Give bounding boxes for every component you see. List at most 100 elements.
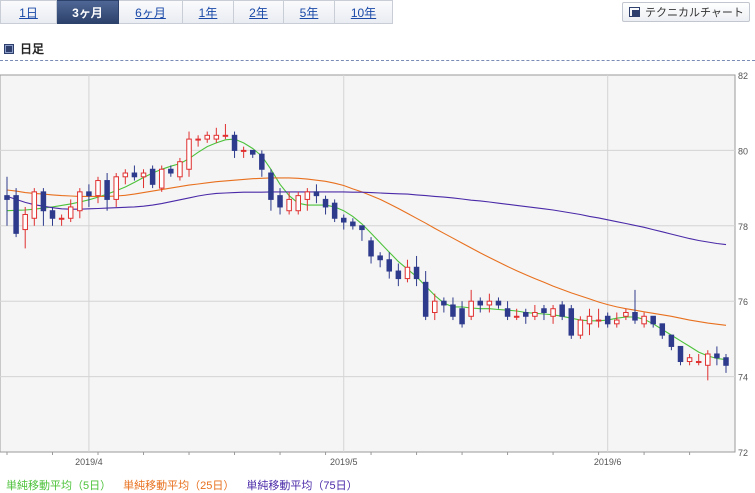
candle	[686, 353, 693, 366]
x-tick-label: 2019/6	[594, 457, 622, 467]
candle	[331, 199, 338, 223]
candle-body	[395, 270, 402, 280]
candle	[322, 195, 329, 215]
candle-body	[158, 168, 165, 189]
candle	[468, 289, 474, 321]
candle	[122, 169, 129, 185]
candle	[577, 316, 584, 339]
candle-body	[295, 195, 301, 212]
x-tick-label: 2019/5	[330, 457, 358, 467]
candle	[495, 297, 502, 309]
candle	[550, 304, 556, 324]
candle	[650, 315, 656, 328]
candle	[113, 173, 119, 207]
candle-body	[723, 357, 729, 366]
candle-body	[350, 221, 356, 227]
candle-body	[249, 149, 256, 155]
section-title: 日足	[20, 42, 45, 56]
tab-1d[interactable]: 1日	[0, 0, 57, 24]
candle	[450, 297, 456, 321]
candle	[140, 169, 147, 189]
candle	[695, 353, 702, 366]
candle	[131, 165, 138, 181]
candle	[177, 157, 183, 181]
candle-body	[641, 315, 647, 325]
candle	[58, 214, 65, 226]
candle-body	[31, 191, 38, 219]
candle-body	[259, 153, 265, 170]
candle	[204, 131, 210, 143]
candle-body	[559, 304, 565, 317]
candle	[95, 176, 101, 204]
candle-body	[22, 213, 28, 231]
candle	[31, 188, 38, 226]
ma-line-2	[6, 191, 727, 246]
candle-body	[286, 198, 292, 212]
candle-body	[486, 300, 493, 306]
candle	[586, 308, 593, 336]
y-tick-label: 80	[738, 146, 748, 156]
candle	[67, 199, 74, 223]
candle-body	[568, 308, 575, 336]
candle-body	[413, 266, 420, 280]
candle	[714, 346, 720, 366]
candle	[149, 165, 156, 189]
candle-body	[532, 312, 538, 317]
candle	[668, 334, 675, 351]
candle	[286, 191, 292, 215]
window-icon	[629, 7, 640, 17]
candle-body	[450, 304, 456, 317]
y-tick-label: 76	[738, 297, 748, 307]
candle-body	[304, 191, 311, 200]
candle	[486, 293, 493, 313]
candle	[705, 350, 711, 381]
candle-body	[477, 300, 484, 306]
candle-body	[213, 134, 220, 140]
candle-body	[668, 334, 675, 347]
candle-body	[113, 176, 119, 200]
tab-6m[interactable]: 6ヶ月	[119, 0, 183, 24]
candle	[541, 304, 547, 321]
candle-body	[4, 195, 10, 200]
candle	[459, 301, 465, 328]
candle-body	[131, 172, 138, 178]
y-tick-label: 72	[738, 448, 748, 458]
candle	[231, 131, 238, 158]
candle	[623, 308, 629, 321]
candle	[222, 124, 229, 140]
candle	[313, 184, 320, 204]
tab-5y[interactable]: 5年	[284, 0, 335, 24]
candle-body	[13, 195, 19, 234]
candle	[723, 353, 729, 373]
x-axis-ticks: 2019/4 2019/5 2019/6	[6, 452, 691, 467]
candle-body	[322, 198, 329, 208]
candle	[86, 184, 92, 207]
candle	[641, 312, 647, 328]
section-header: 日足	[4, 40, 44, 57]
candle-body	[95, 180, 101, 197]
tab-1y[interactable]: 1年	[183, 0, 234, 24]
candle-body	[122, 172, 129, 178]
candle	[523, 308, 529, 324]
tab-10y[interactable]: 10年	[335, 0, 393, 24]
candle	[249, 149, 256, 158]
candle-body	[377, 255, 383, 261]
candlestick-chart: 72 74 76 78 80 82 2019/4 2019/5 2019/6	[0, 71, 748, 467]
candle-body	[386, 259, 393, 272]
candle-body	[604, 315, 611, 325]
candle	[441, 297, 447, 313]
candle-body	[677, 345, 684, 363]
candle	[13, 188, 19, 238]
candle	[559, 301, 565, 321]
candle-body	[104, 180, 110, 200]
candle-body	[231, 134, 238, 151]
x-tick-label: 2019/4	[75, 457, 103, 467]
y-tick-label: 82	[738, 71, 748, 81]
candle-body	[623, 312, 629, 317]
tab-2y[interactable]: 2年	[234, 0, 284, 24]
technical-chart-label: テクニカルチャート	[645, 7, 744, 19]
candle	[413, 255, 420, 287]
candle-body	[186, 138, 192, 170]
technical-chart-button[interactable]: テクニカルチャート	[622, 2, 750, 22]
tab-3m[interactable]: 3ヶ月	[57, 0, 119, 24]
